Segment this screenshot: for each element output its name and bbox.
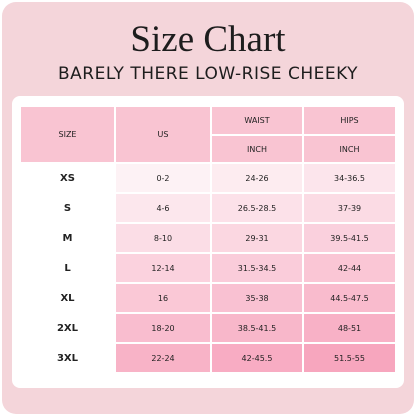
header-cell: HIPS xyxy=(303,106,396,135)
measure-cell: 16 xyxy=(115,283,211,313)
size-cell: L xyxy=(20,253,115,283)
unit-cell: INCH xyxy=(211,135,303,163)
measure-cell: 8-10 xyxy=(115,223,211,253)
measure-cell: 38.5-41.5 xyxy=(211,313,303,343)
size-cell: XL xyxy=(20,283,115,313)
title: Size Chart xyxy=(130,19,286,60)
subtitle: BARELY THERE LOW-RISE CHEEKY xyxy=(57,64,359,84)
measure-cell: 44.5-47.5 xyxy=(303,283,396,313)
measure-cell: 51.5-55 xyxy=(303,343,396,373)
size-cell: XS xyxy=(20,163,115,193)
measure-cell: 42-44 xyxy=(303,253,396,283)
measure-cell: 39.5-41.5 xyxy=(303,223,396,253)
measure-cell: 31.5-34.5 xyxy=(211,253,303,283)
measure-cell: 18-20 xyxy=(115,313,211,343)
measure-cell: 0-2 xyxy=(115,163,211,193)
unit-cell: INCH xyxy=(303,135,396,163)
size-cell: M xyxy=(20,223,115,253)
header-cell: US xyxy=(115,106,211,163)
measure-cell: 26.5-28.5 xyxy=(211,193,303,223)
measure-cell: 29-31 xyxy=(211,223,303,253)
header-cell: WAIST xyxy=(211,106,303,135)
header-cell: SIZE xyxy=(20,106,115,163)
measure-cell: 12-14 xyxy=(115,253,211,283)
size-cell: 2XL xyxy=(20,313,115,343)
measure-cell: 4-6 xyxy=(115,193,211,223)
measure-cell: 35-38 xyxy=(211,283,303,313)
measure-cell: 37-39 xyxy=(303,193,396,223)
measure-cell: 42-45.5 xyxy=(211,343,303,373)
measure-cell: 24-26 xyxy=(211,163,303,193)
size-cell: 3XL xyxy=(20,343,115,373)
measure-cell: 48-51 xyxy=(303,313,396,343)
measure-cell: 22-24 xyxy=(115,343,211,373)
size-cell: S xyxy=(20,193,115,223)
measure-cell: 34-36.5 xyxy=(303,163,396,193)
